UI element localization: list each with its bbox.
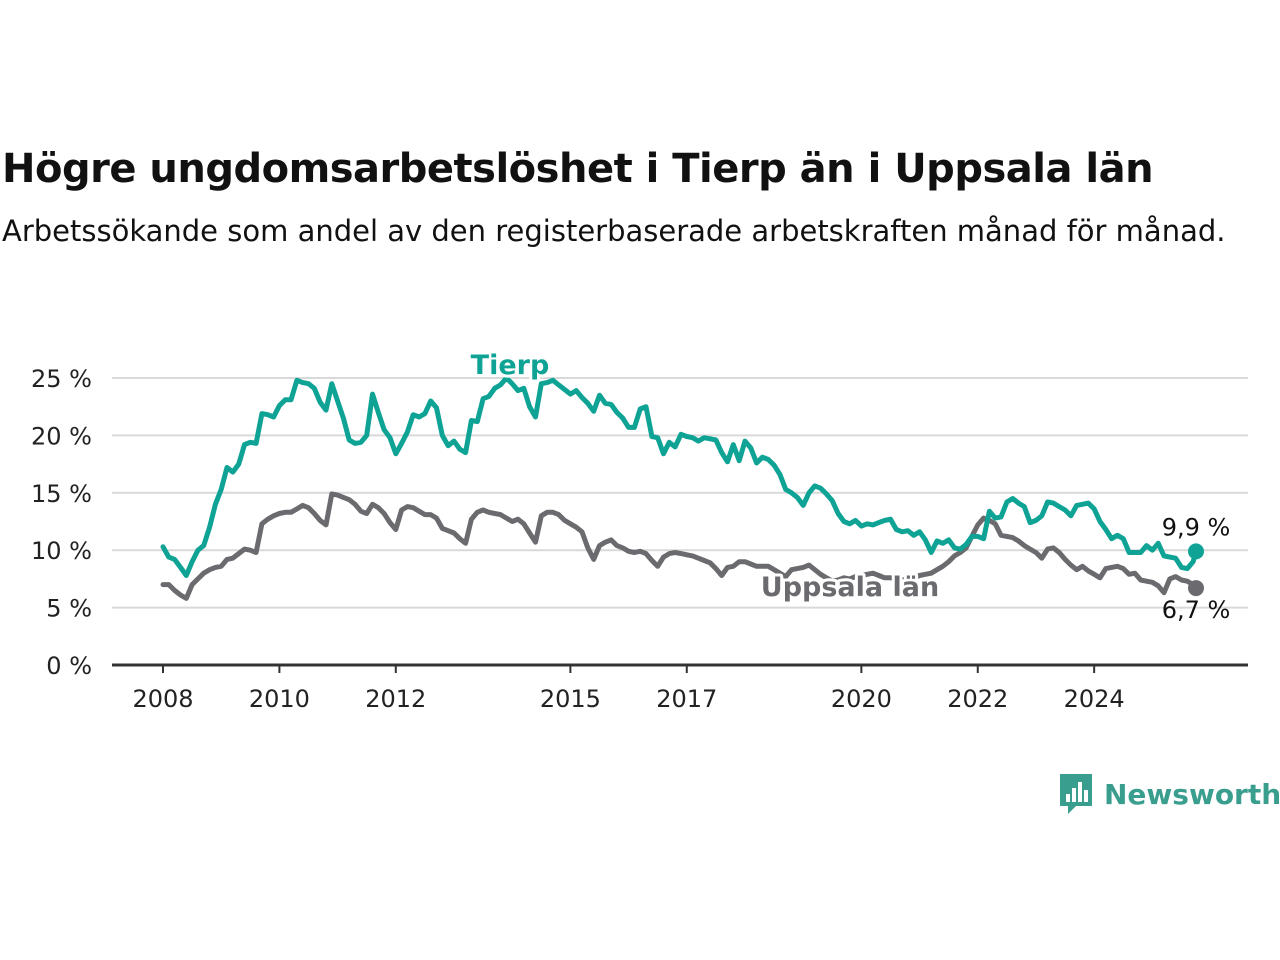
chart-subtitle: Arbetssökande som andel av den registerb…	[2, 214, 1226, 248]
x-tick-label-2010: 2010	[249, 685, 310, 713]
x-tick-label-2008: 2008	[132, 685, 193, 713]
series-line-uppsala-l-n	[160, 491, 1199, 601]
y-axis-ticks: 0 % 5 % 10 % 15 % 20 % 25 %	[31, 365, 92, 680]
series-name-tierp: Tierp	[471, 350, 550, 381]
series-name-uppsala-lan: Uppsala län	[761, 572, 939, 603]
chart-title: Högre ungdomsarbetslöshet i Tierp än i U…	[2, 146, 1154, 192]
x-tick-label-2012: 2012	[365, 685, 426, 713]
series-labels: 9,9 % 6,7 % Tierp Uppsala län	[468, 347, 1231, 624]
y-tick-label-20: 20 %	[31, 422, 92, 450]
end-point-uppsala-l-n	[1188, 580, 1204, 597]
end-point-tierp	[1188, 543, 1204, 560]
y-tick-label-15: 15 %	[31, 480, 92, 508]
x-tick-label-2024: 2024	[1064, 685, 1125, 713]
line-chart: 0 %5 %10 %15 %20 %25 % 2008 2010 2012 2015 2…	[31, 347, 1248, 713]
brand-name: Newsworthy	[1104, 777, 1280, 811]
x-tick-label-2020: 2020	[831, 685, 892, 713]
x-tick-label-2022: 2022	[947, 685, 1008, 713]
end-label-tierp: 9,9 %	[1162, 513, 1231, 541]
y-tick-label-0: 0 %	[46, 652, 92, 680]
end-label-uppsala-lan: 6,7 %	[1162, 596, 1231, 624]
series-lines	[160, 375, 1204, 601]
x-tick-label-2017: 2017	[656, 685, 717, 713]
y-tick-label-10: 10 %	[31, 537, 92, 565]
y-tick-label-5: 5 %	[46, 595, 92, 623]
y-tick-label-25: 25 %	[31, 365, 92, 393]
x-tick-label-2015: 2015	[540, 685, 601, 713]
brand-logo: Newsworthy	[1058, 772, 1280, 816]
x-axis: 2008 2010 2012 2015 2017 2020 2022 2024	[112, 663, 1248, 713]
gridlines	[112, 377, 1248, 609]
series-line-tierp	[160, 375, 1199, 578]
newsworthy-logo-icon	[1060, 774, 1092, 814]
